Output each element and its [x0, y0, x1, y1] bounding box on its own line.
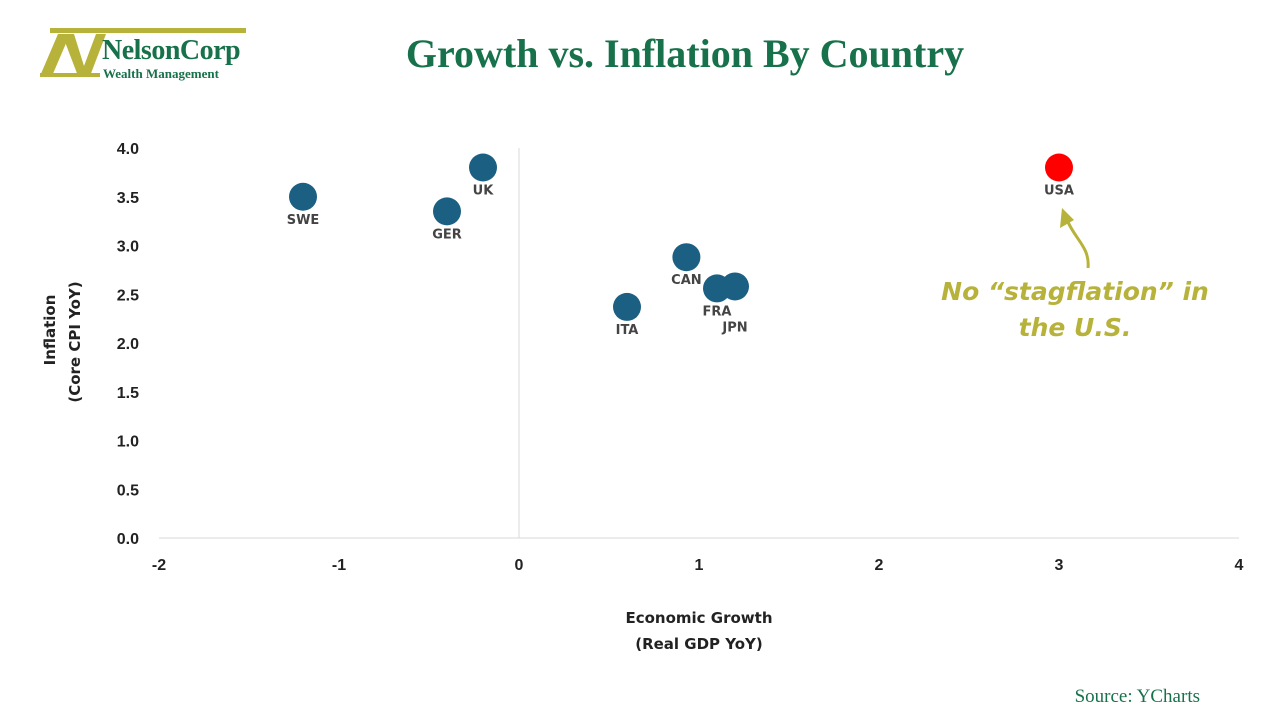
x-tick-label: -1	[332, 557, 346, 574]
axis-titles: Economic Growth (Real GDP YoY) Inflation…	[41, 281, 773, 653]
stagflation-annotation: No “stagflation” in the U.S.	[930, 274, 1220, 346]
y-tick-label: 2.0	[117, 336, 139, 353]
point-label: JPN	[721, 320, 747, 335]
point-label: UK	[473, 184, 495, 199]
data-point-uk: UK	[469, 153, 497, 199]
y-axis-title-line1: Inflation	[41, 295, 59, 366]
arrow-head-icon	[1060, 208, 1074, 228]
x-tick-label: 0	[515, 557, 524, 574]
point-label: FRA	[703, 304, 732, 319]
data-point-swe: SWE	[287, 182, 320, 228]
x-axis-title-line1: Economic Growth	[625, 609, 772, 627]
x-tick-label: 2	[875, 557, 884, 574]
y-tick-label: 4.0	[117, 141, 139, 158]
arrow-line	[1066, 221, 1090, 269]
point-label: SWE	[287, 213, 320, 228]
x-axis-title-line2: (Real GDP YoY)	[635, 635, 763, 653]
y-tick-label: 3.5	[117, 190, 139, 207]
x-tick-label: -2	[152, 557, 166, 574]
point-marker	[433, 197, 461, 226]
y-tick-label: 0.0	[117, 531, 139, 548]
annotation-line2: the U.S.	[1018, 313, 1132, 342]
point-marker	[613, 292, 641, 321]
company-logo: NelsonCorp Wealth Management	[40, 26, 250, 82]
y-tick-label: 3.0	[117, 239, 139, 256]
y-tick-label: 2.5	[117, 287, 139, 304]
point-label: GER	[432, 227, 462, 242]
point-marker	[672, 243, 701, 272]
point-marker	[721, 272, 749, 301]
annotation-arrow	[1060, 208, 1090, 269]
tick-labels: -2 -1 0 1 2 3 4 0.0 0.5 1.0 1.5 2.0 2.5 3.0 3.5 4.0	[117, 141, 1244, 574]
chart-title: Growth vs. Inflation By Country	[405, 31, 965, 76]
point-label: CAN	[671, 273, 701, 288]
data-point-can: CAN	[671, 243, 702, 288]
y-axis-title-line2: (Core CPI YoY)	[66, 281, 84, 402]
x-tick-label: 3	[1055, 557, 1064, 574]
logo-subtitle: Wealth Management	[103, 66, 219, 81]
point-marker	[289, 182, 317, 211]
data-point-ita: ITA	[613, 292, 641, 338]
chart-axes	[159, 148, 1239, 539]
y-tick-label: 1.0	[117, 434, 139, 451]
point-marker	[469, 153, 497, 182]
y-tick-label: 0.5	[117, 482, 139, 499]
y-tick-label: 1.5	[117, 385, 139, 402]
point-label: USA	[1044, 184, 1074, 199]
data-point-ger: GER	[432, 197, 462, 242]
x-tick-label: 4	[1235, 557, 1244, 574]
data-point-jpn: JPN	[721, 272, 749, 335]
source-note: Source: YCharts	[1074, 686, 1200, 707]
annotation-line1: No “stagflation” in	[941, 277, 1209, 306]
x-tick-label: 1	[695, 557, 704, 574]
data-point-usa: USA	[1044, 153, 1074, 199]
logo-mark-icon	[40, 28, 246, 77]
point-marker	[1045, 153, 1073, 182]
logo-name: NelsonCorp	[102, 35, 241, 66]
point-label: ITA	[616, 323, 639, 338]
